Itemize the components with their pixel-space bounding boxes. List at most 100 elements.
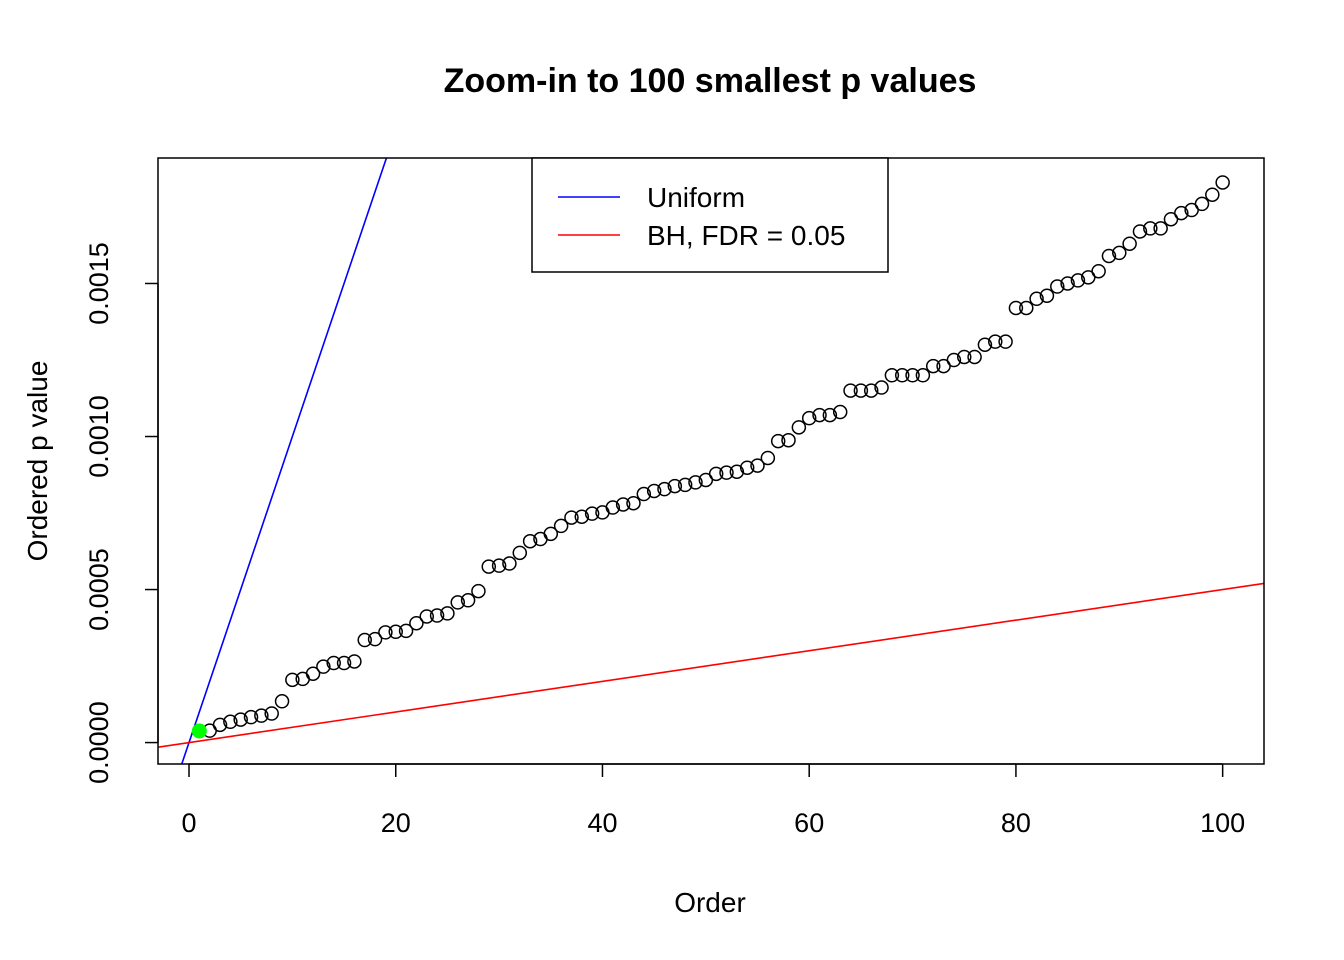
data-point <box>1132 224 1148 239</box>
data-point <box>770 433 786 449</box>
highlight-layer <box>191 723 207 739</box>
data-point <box>491 558 507 573</box>
data-point <box>1112 245 1127 261</box>
line-bh-fdr <box>158 582 1264 748</box>
data-point <box>1205 187 1220 202</box>
data-point <box>564 510 579 525</box>
data-point <box>956 349 972 365</box>
data-point <box>760 450 776 466</box>
data-point <box>274 694 290 709</box>
legend-box <box>531 157 889 273</box>
x-axis: 0 20 40 60 80 100 <box>181 763 1245 838</box>
data-point <box>884 368 900 383</box>
data-point <box>832 404 848 420</box>
data-point <box>1153 221 1168 236</box>
y-axis-label: Ordered p value <box>22 361 53 562</box>
legend-label-uniform: Uniform <box>647 182 745 213</box>
data-point <box>791 420 807 435</box>
reference-lines <box>158 158 1264 764</box>
data-point <box>440 606 455 621</box>
data-point <box>1143 221 1158 236</box>
data-point <box>553 518 569 534</box>
data-point <box>1122 236 1137 251</box>
data-point <box>925 358 941 374</box>
data-point <box>1174 205 1189 221</box>
data-point <box>471 583 486 599</box>
y-tick-label: 0.0010 <box>84 395 114 478</box>
data-point <box>264 706 279 721</box>
data-point <box>988 334 1003 349</box>
data-point <box>1070 273 1086 288</box>
data-point <box>305 666 321 681</box>
data-point <box>522 533 538 549</box>
legend-label-bh: BH, FDR = 0.05 <box>647 220 845 251</box>
data-point <box>739 460 755 475</box>
data-point <box>481 559 497 574</box>
data-point <box>1008 300 1024 316</box>
data-point <box>512 545 528 561</box>
data-point <box>357 632 372 648</box>
data-point <box>977 337 993 352</box>
data-point <box>285 672 300 688</box>
y-axis: 0.0000 0.0005 0.0010 0.0015 <box>84 242 159 784</box>
data-point <box>946 352 962 368</box>
data-point <box>460 593 476 608</box>
highlight-point <box>191 723 207 739</box>
data-point <box>812 407 827 423</box>
data-point <box>1091 263 1106 279</box>
data-point <box>450 595 466 610</box>
data-point <box>1215 175 1230 190</box>
data-point <box>998 334 1013 349</box>
data-point <box>667 478 683 494</box>
data-point <box>212 717 228 733</box>
data-point <box>677 477 693 493</box>
y-tick-label: 0.0015 <box>84 242 114 325</box>
data-point <box>905 368 920 383</box>
data-point <box>915 368 931 383</box>
data-point <box>574 509 590 524</box>
data-point <box>863 383 879 398</box>
y-tick-label: 0.0005 <box>84 548 114 631</box>
data-point <box>874 380 889 395</box>
data-point <box>626 495 641 511</box>
data-point <box>1039 288 1055 303</box>
data-point <box>636 486 652 502</box>
data-point <box>1101 248 1117 264</box>
data-point <box>894 368 910 383</box>
data-points <box>192 175 1230 739</box>
data-point <box>1029 291 1044 307</box>
data-point <box>388 624 403 640</box>
chart-title: Zoom-in to 100 smallest p values <box>444 62 977 100</box>
data-point <box>326 655 341 671</box>
data-point <box>419 609 434 624</box>
data-point <box>1194 196 1210 212</box>
x-tick-label: 0 <box>181 808 196 838</box>
data-point <box>1060 276 1075 291</box>
data-point <box>347 654 362 669</box>
data-point <box>584 506 600 521</box>
x-tick-label: 100 <box>1200 808 1245 838</box>
x-tick-label: 60 <box>794 808 824 838</box>
data-point <box>719 465 734 480</box>
x-tick-label: 20 <box>381 808 411 838</box>
line-uniform <box>180 158 388 764</box>
data-point <box>233 712 248 727</box>
data-point <box>1019 300 1034 316</box>
data-point <box>843 383 858 398</box>
data-point <box>822 407 838 423</box>
data-point <box>336 655 352 671</box>
data-point <box>801 410 817 426</box>
data-point <box>708 466 724 482</box>
data-point <box>367 631 383 647</box>
data-point <box>502 556 517 571</box>
data-point <box>605 500 621 515</box>
legend: Uniform BH, FDR = 0.05 <box>531 157 889 273</box>
x-axis-label: Order <box>674 887 746 918</box>
data-point <box>615 497 631 512</box>
x-tick-label: 80 <box>1001 808 1031 838</box>
data-point <box>254 708 269 723</box>
data-point <box>729 464 745 479</box>
x-tick-label: 40 <box>587 808 617 838</box>
data-point <box>398 623 414 639</box>
